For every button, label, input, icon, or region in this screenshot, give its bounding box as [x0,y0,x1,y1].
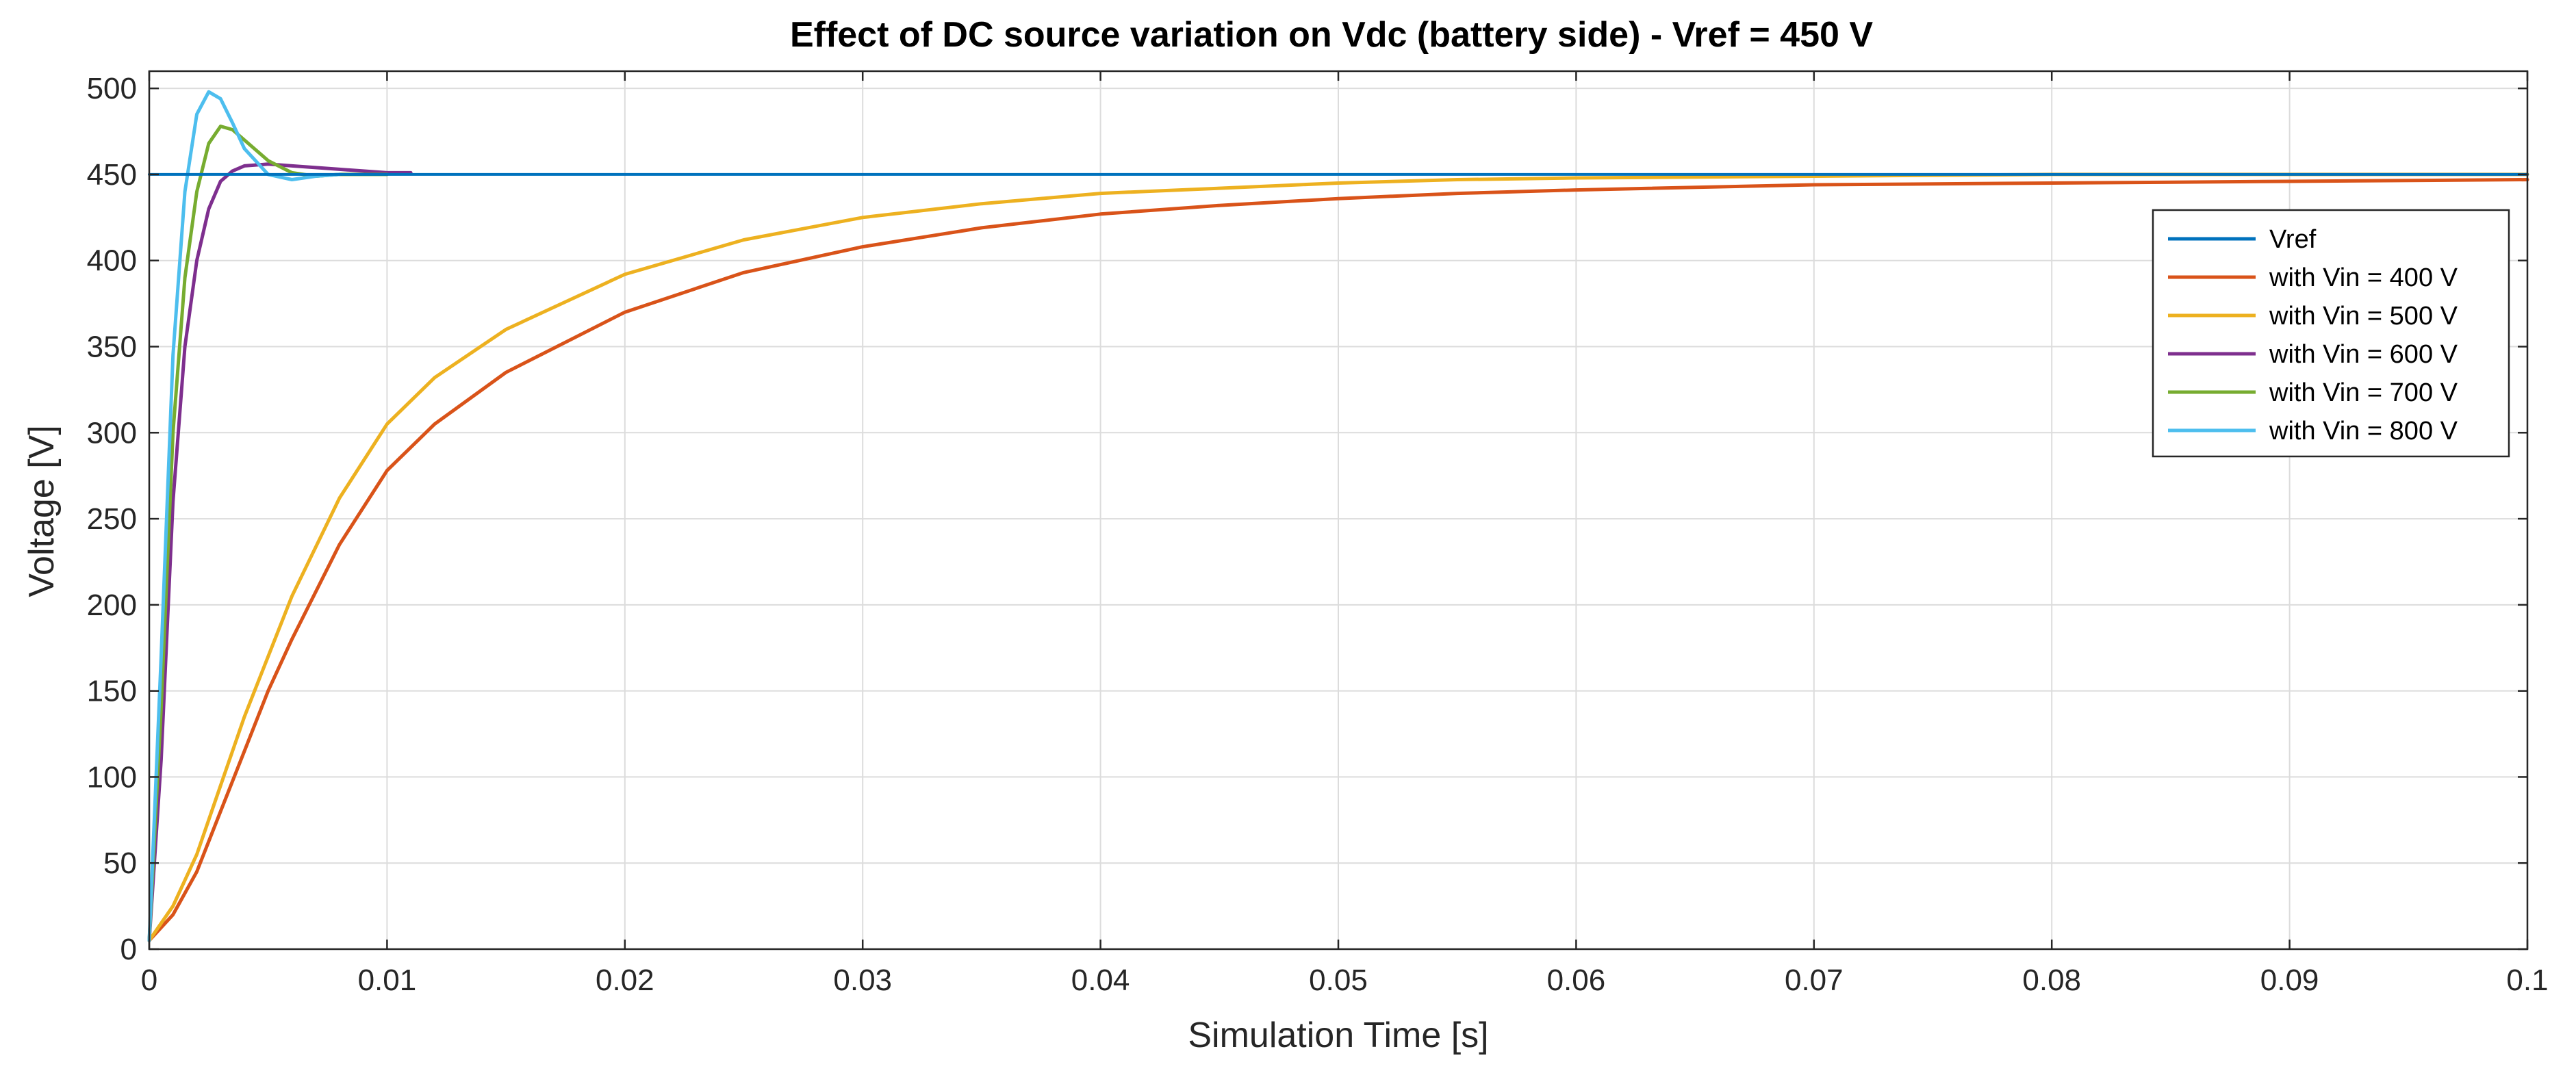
x-tick-label: 0.04 [1071,964,1130,997]
y-tick-label: 350 [87,331,137,364]
legend-label-with-vin-600-v: with Vin = 600 V [2269,340,2458,369]
series-lines [147,90,2529,942]
legend-label-vref: Vref [2269,225,2317,254]
tick-labels: 0 0.01 0.02 0.03 0.04 0.05 0.06 0.07 0.08 0.09 0.1… [87,72,2549,997]
y-tick-label: 50 [103,846,137,880]
x-tick-label: 0.02 [596,964,654,997]
x-tick-label: 0.05 [1309,964,1368,997]
y-tick-label: 100 [87,760,137,794]
legend: Vref with Vin = 400 V with Vin = 500 V with… [2152,209,2510,458]
chart-title: Effect of DC source variation on Vdc (ba… [790,15,1873,55]
x-tick-label: 0.03 [833,964,892,997]
x-tick-label: 0.09 [2260,964,2319,997]
x-tick-label: 0 [141,964,157,997]
x-tick-label: 0.1 [2506,964,2548,997]
x-tick-label: 0.01 [358,964,417,997]
axes-box [148,70,2529,951]
grid [149,71,2527,949]
series-line-with-vin-400-v [147,178,2529,942]
legend-label-with-vin-400-v: with Vin = 400 V [2269,263,2458,292]
y-tick-label: 500 [87,72,137,105]
legend-label-with-vin-700-v: with Vin = 700 V [2269,378,2458,407]
axes [148,70,2529,951]
y-tick-label: 450 [87,158,137,192]
legend-label-with-vin-500-v: with Vin = 500 V [2269,302,2458,331]
x-tick-label: 0.06 [1547,964,1606,997]
y-tick-label: 0 [120,933,137,966]
legend-box [2152,209,2510,458]
y-tick-label: 200 [87,589,137,622]
series-line-with-vin-500-v [147,172,2529,942]
x-tick-label: 0.08 [2022,964,2081,997]
x-axis-title: Simulation Time [s] [1188,1016,1488,1055]
y-axis-title: Voltage [V] [22,425,62,597]
y-tick-label: 150 [87,675,137,708]
series-line-with-vin-800-v [147,90,342,942]
y-tick-label: 250 [87,502,137,536]
y-tick-label: 300 [87,416,137,450]
legend-label-with-vin-800-v: with Vin = 800 V [2269,417,2458,445]
y-tick-label: 400 [87,244,137,278]
x-tick-label: 0.07 [1785,964,1844,997]
series-line-with-vin-600-v [147,162,413,942]
